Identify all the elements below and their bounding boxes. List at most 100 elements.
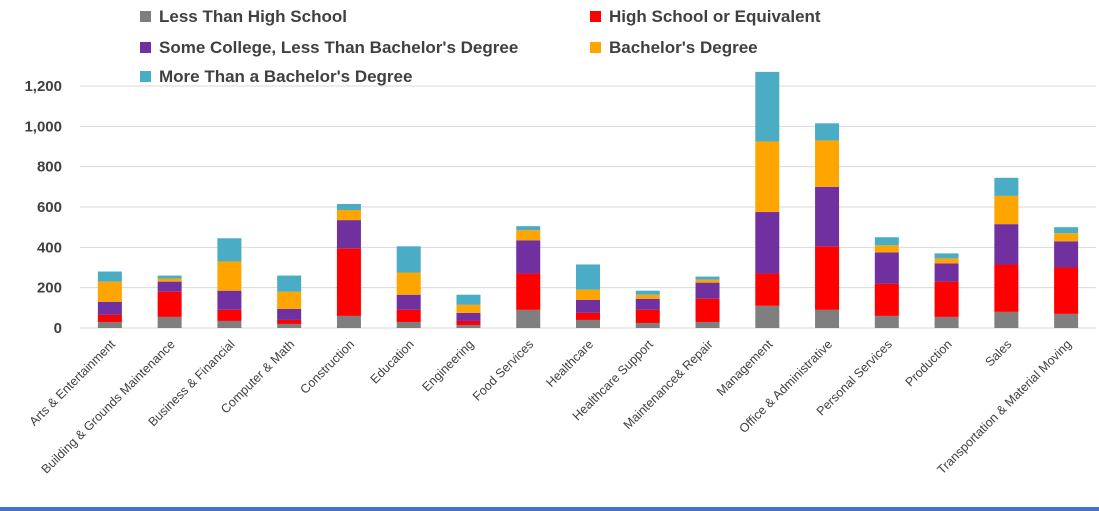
y-tick-label: 600 [37,199,62,216]
bar-segment [695,321,720,328]
bar-segment [217,261,242,291]
x-category-label: Production [903,337,955,389]
bar-segment [576,319,600,328]
bar-segment [934,263,959,282]
bar-segment [755,212,780,274]
bar-segment [874,237,899,246]
y-tick-label: 1,200 [24,78,62,95]
legend-swatch [590,11,601,22]
bar-segment [336,220,361,249]
bar-segment [755,71,780,142]
bar-segment [815,123,840,141]
bar-segment [1054,267,1079,314]
bar-segment [874,245,899,253]
bar-segment [755,305,780,328]
bar-segment [635,298,660,310]
bars [97,71,1079,328]
bar-segment [516,230,541,241]
window-bottom-edge [0,507,1099,511]
bar-segment [336,203,361,211]
bar-segment [157,281,182,292]
bar-segment [277,323,302,328]
legend: Less Than High School High School or Equi… [140,7,821,86]
bar-segment [157,291,182,317]
bar-segment [396,321,421,328]
bar-segment [755,273,780,306]
bar-segment [217,309,242,321]
x-category-label: Engineering [420,337,477,394]
bar-segment [1054,227,1079,234]
x-category-label: Education [368,337,417,386]
bar-segment [456,294,481,305]
bar-segment [576,264,600,290]
bar-segment [815,140,840,187]
bar-segment [994,195,1019,225]
bar-segment [157,278,182,282]
bar-segment [277,275,302,292]
legend-label: More Than a Bachelor's Degree [159,67,412,86]
bar-segment [277,308,302,320]
bar-segment [576,299,600,313]
bar-segment [157,316,182,328]
bar-segment [396,294,421,310]
bar-segment [695,298,720,322]
y-tick-label: 800 [37,159,62,176]
bar-segment [217,238,242,262]
bar-segment [97,271,122,282]
legend-swatch [140,71,151,82]
legend-label: High School or Equivalent [609,7,821,26]
bar-segment [1054,241,1079,268]
bar-segment [97,314,122,322]
bar-segment [695,279,720,283]
bar-segment [97,321,122,328]
y-tick-label: 0 [54,320,62,337]
bar-segment [815,186,840,247]
bar-segment [516,226,541,231]
bar-segment [815,246,840,310]
bar-segment [994,177,1019,196]
bar-segment [755,141,780,213]
bar-segment [934,316,959,328]
bar-segment [1054,313,1079,328]
bar-segment [277,319,302,324]
bar-segment [874,252,899,284]
bar-segment [396,272,421,295]
legend-swatch [140,42,151,53]
bar-segment [336,248,361,316]
bar-segment [994,224,1019,265]
bar-segment [695,282,720,299]
bar-segment [396,246,421,273]
x-category-label: Sales [982,337,1014,369]
bar-segment [456,304,481,313]
bar-segment [516,273,541,310]
bar-segment [157,275,182,279]
x-category-label: Construction [298,337,358,397]
bar-segment [336,210,361,221]
bar-segment [576,289,600,300]
bar-segment [516,309,541,328]
bar-segment [635,322,660,328]
bar-segment [934,253,959,259]
bar-segment [277,291,302,309]
bar-segment [456,312,481,321]
bar-segment [934,281,959,317]
bar-segment [576,312,600,320]
bar-segment [994,264,1019,312]
bar-segment [456,320,481,325]
bar-segment [635,294,660,299]
y-tick-label: 200 [37,280,62,297]
bar-segment [874,283,899,316]
bar-segment [635,290,660,295]
gridlines [80,85,1096,329]
bar-segment [516,240,541,274]
bar-segment [97,301,122,315]
bar-segment [456,324,481,328]
bar-segment [1054,233,1079,242]
y-axis-ticks: 0 200 400 600 800 1,000 1,200 [24,78,62,337]
legend-label: Less Than High School [159,7,347,26]
bar-segment [217,290,242,310]
bar-segment [815,309,840,328]
